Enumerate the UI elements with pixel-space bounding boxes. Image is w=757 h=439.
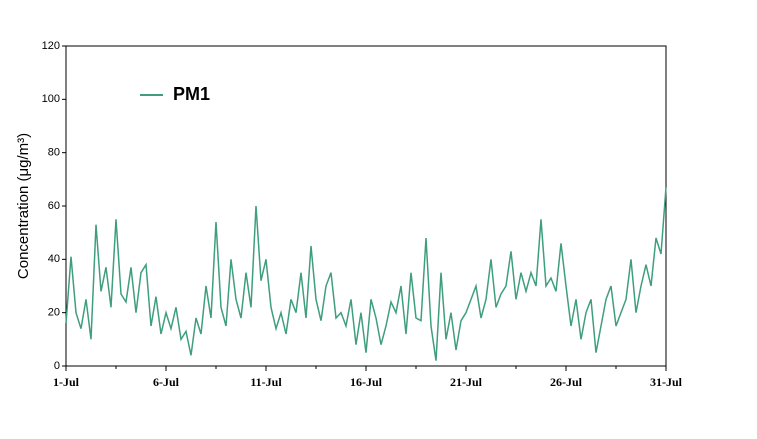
- x-tick-label: 26-Jul: [550, 375, 583, 389]
- x-tick-label: 16-Jul: [350, 375, 383, 389]
- y-tick-label: 20: [48, 307, 60, 319]
- x-tick-label: 1-Jul: [53, 375, 80, 389]
- data-line: [65, 187, 667, 361]
- y-tick-label: 80: [48, 147, 60, 159]
- x-tick-label: 31-Jul: [650, 375, 683, 389]
- x-tick-label: 11-Jul: [250, 375, 282, 389]
- y-tick-label: 40: [48, 253, 60, 265]
- legend-label: PM1: [173, 84, 210, 104]
- y-tick-label: 100: [42, 93, 60, 105]
- y-tick-label: 60: [48, 200, 60, 212]
- x-tick-label: 6-Jul: [153, 375, 180, 389]
- y-tick-label: 120: [42, 40, 60, 52]
- x-tick-label: 21-Jul: [450, 375, 483, 389]
- y-axis-label: Concentration (μg/m³): [15, 133, 32, 279]
- y-tick-label: 0: [54, 360, 60, 372]
